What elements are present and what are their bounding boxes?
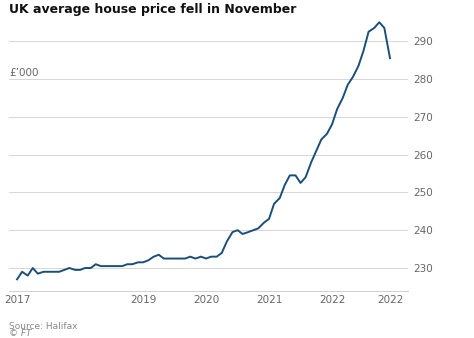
Text: £’000: £’000 — [9, 68, 39, 78]
Text: Source: Halifax: Source: Halifax — [9, 322, 78, 331]
Text: UK average house price fell in November: UK average house price fell in November — [9, 3, 297, 16]
Text: © FT: © FT — [9, 329, 32, 338]
